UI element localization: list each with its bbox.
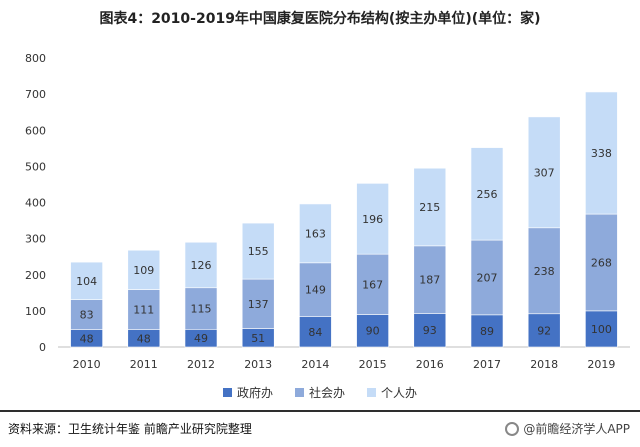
bar-segment [184,241,218,289]
y-tick-label: 0 [39,341,46,354]
bar-segment [70,299,103,330]
bar-value-label: 149 [305,284,326,297]
bar-value-label: 109 [133,264,154,277]
x-tick-label: 2013 [244,358,272,371]
y-tick-label: 700 [25,88,46,101]
bar-value-label: 137 [248,298,269,311]
bar-value-label: 126 [191,259,212,272]
legend-swatch [294,388,304,397]
bar-value-label: 207 [477,271,498,284]
bar-segment [413,245,447,314]
legend-item: 政府办 [222,384,273,401]
bar-value-label: 256 [477,188,498,201]
bar-segment [356,314,389,348]
bar-value-label: 93 [423,324,437,337]
legend-item: 社会办 [294,384,345,401]
bar-value-label: 115 [191,303,212,316]
bar-segment [527,116,561,229]
bar-segment [585,213,618,312]
y-tick-label: 200 [25,269,46,282]
bar-segment [299,316,332,348]
bar-segment [527,313,561,348]
legend-swatch [222,388,232,397]
bar-value-label: 84 [308,326,322,339]
stacked-bar-chart: 0 100 200 300 400 500 600 700 800 48 83 104 2010 48 11… [25,52,630,371]
y-tick-label: 100 [25,305,46,318]
bar-segment [413,167,447,247]
bar-segment [470,314,504,348]
bar-segment [356,183,389,255]
bar-value-label: 238 [534,265,555,278]
bar-segment [527,227,561,315]
y-tick-label: 800 [25,52,46,65]
legend-swatch [367,388,376,397]
bar-value-label: 48 [137,332,151,345]
y-tick-label: 400 [25,197,46,210]
bar-value-label: 111 [133,304,154,317]
x-tick-label: 2018 [530,358,558,371]
bar-segment [127,289,161,330]
bar-value-label: 268 [591,256,612,269]
bar-value-label: 49 [194,332,208,345]
legend-item: 个人办 [367,384,417,401]
legend-label: 个人办 [381,386,418,400]
bar-value-label: 104 [76,275,97,288]
bar-value-label: 155 [248,245,269,258]
x-tick-label: 2012 [187,358,215,371]
x-tick-label: 2015 [359,358,387,371]
legend-label: 社会办 [308,386,345,400]
y-tick-label: 300 [25,233,46,246]
chart-title: 图表4：2010-2019年中国康复医院分布结构(按主办单位)(单位：家) [99,11,541,27]
bar-value-label: 100 [591,323,612,336]
bar-segment [585,91,618,215]
bar-value-label: 338 [591,147,612,160]
source-note: 资料来源：卫生统计年鉴 前瞻产业研究院整理 [8,422,252,436]
x-tick-label: 2010 [73,358,101,371]
bar-segment [356,253,389,315]
bar-segment [470,147,504,241]
legend-label: 政府办 [236,386,273,400]
bar-value-label: 90 [366,325,380,338]
app-watermark: @前瞻经济学人APP [505,420,630,437]
bar-value-label: 51 [251,332,265,345]
bar-value-label: 215 [419,201,440,214]
bar-value-label: 167 [362,278,383,291]
brand-logo-icon [505,421,520,436]
bar-value-label: 83 [80,309,94,322]
bar-value-label: 89 [480,325,494,338]
bar-value-label: 196 [362,213,383,226]
bar-segment [127,249,161,290]
bar-segment [299,203,332,264]
chart-legend: 政府办 社会办 个人办 [0,384,640,401]
bar-segment [299,262,332,317]
x-tick-label: 2014 [301,358,329,371]
bar-value-label: 163 [305,227,326,240]
footer-divider [0,410,640,412]
x-tick-label: 2011 [130,358,158,371]
bar-segment [241,222,275,280]
y-tick-label: 500 [25,160,46,173]
bar-segment [585,310,618,348]
x-tick-label: 2017 [473,358,501,371]
y-tick-label: 600 [25,124,46,137]
bar-segment [413,313,447,348]
bar-value-label: 92 [537,324,551,337]
bar-value-label: 187 [419,274,440,287]
bar-segment [184,287,218,330]
bar-value-label: 307 [534,166,555,179]
bar-value-label: 48 [80,332,94,345]
bar-segment [70,261,103,300]
x-tick-label: 2019 [587,358,615,371]
x-tick-label: 2016 [416,358,444,371]
app-watermark-label: @前瞻经济学人APP [523,422,630,436]
bar-segment [241,278,275,329]
